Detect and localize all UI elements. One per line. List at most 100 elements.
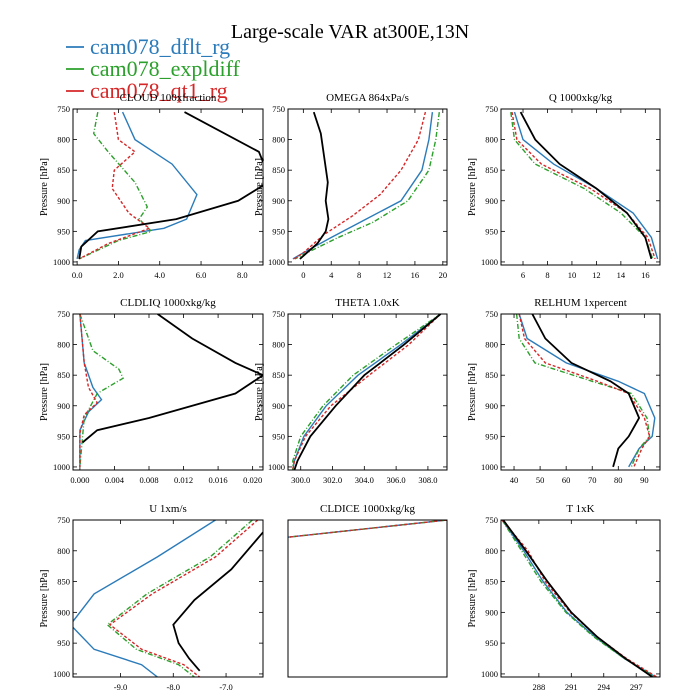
x-tick-label: 2.0 — [113, 270, 124, 280]
y-tick-label: 750 — [57, 104, 70, 114]
series-group — [79, 314, 263, 467]
series-group — [501, 520, 658, 677]
series-line — [501, 520, 657, 677]
y-tick-label: 950 — [57, 226, 70, 236]
legend: cam078_dflt_rgcam078_expldiffcam078_qt1_… — [66, 34, 241, 103]
x-tick-label: 0.012 — [174, 475, 193, 485]
panel-frame — [72, 108, 264, 266]
panel-title: Q 1000xkg/kg — [549, 92, 613, 104]
y-tick-label: 900 — [272, 401, 285, 411]
panel: RELHUM 1xpercent 750 800 850 900 950 1000 Press… — [467, 297, 661, 485]
panel-title: T 1xK — [566, 503, 594, 515]
panel-title: CLDLIQ 1000xkg/kg — [120, 297, 216, 309]
x-tick-label: 294 — [597, 682, 611, 692]
panel: CLDLIQ 1000xkg/kg 750 800 850 900 950 1000 Pres… — [39, 297, 264, 485]
obs-line — [299, 111, 330, 260]
series-group — [292, 314, 442, 470]
x-tick-label: -9.0 — [114, 682, 127, 692]
x-tick-label: 4.0 — [154, 270, 165, 280]
panels: CLOUD 100xfraction7508008509009501000Pre… — [39, 92, 661, 692]
series-line — [293, 111, 427, 260]
y-tick-label: 800 — [272, 135, 285, 145]
y-tick-label: 950 — [485, 638, 498, 648]
x-tick-label: 0.016 — [209, 475, 228, 485]
series-line — [108, 520, 259, 677]
x-tick-label: 40 — [510, 475, 519, 485]
y-tick-label: 800 — [57, 135, 70, 145]
x-tick-label: 302.0 — [323, 475, 342, 485]
x-tick-label: 308.0 — [418, 475, 437, 485]
panel-title: RELHUM 1xpercent — [534, 297, 627, 309]
legend-label: cam078_expldiff — [90, 56, 241, 81]
series-line — [79, 314, 125, 467]
y-tick-label: 750 — [57, 515, 70, 525]
series-line — [106, 520, 253, 677]
y-tick-label: 900 — [57, 607, 70, 617]
figure-title: Large-scale VAR at300E,13N — [231, 21, 469, 43]
x-tick-label: -8.0 — [167, 682, 180, 692]
obs-line — [172, 531, 263, 672]
legend-label: cam078_qt1_rg — [90, 78, 228, 103]
y-tick-label: 1000 — [268, 462, 285, 472]
series-line — [288, 520, 447, 538]
y-tick-label: 1000 — [268, 257, 285, 267]
x-tick-label: 12 — [383, 270, 392, 280]
y-tick-label: 750 — [272, 104, 285, 114]
y-axis-label: Pressure [hPa] — [39, 158, 50, 216]
y-tick-label: 750 — [485, 309, 498, 319]
panel-title: OMEGA 864xPa/s — [326, 92, 409, 104]
y-tick-label: 850 — [272, 370, 285, 380]
legend-label: cam078_dflt_rg — [90, 34, 230, 59]
y-tick-label: 850 — [57, 370, 70, 380]
y-tick-label: 900 — [272, 196, 285, 206]
panel: OMEGA 864xPa/s 750 800 850 900 950 1000 Pressur… — [254, 92, 448, 280]
y-tick-label: 850 — [57, 577, 70, 587]
x-tick-label: 60 — [562, 475, 571, 485]
x-tick-label: 90 — [640, 475, 649, 485]
x-tick-label: 300.0 — [291, 475, 310, 485]
y-tick-label: 900 — [485, 401, 498, 411]
series-line — [518, 314, 651, 468]
series-line — [294, 112, 440, 260]
panel-frame — [287, 519, 448, 678]
x-tick-label: 10 — [568, 270, 577, 280]
y-tick-label: 1000 — [481, 257, 498, 267]
series-line — [79, 314, 99, 467]
panel-frame — [72, 519, 264, 678]
x-tick-label: 0 — [301, 270, 305, 280]
y-tick-label: 800 — [485, 546, 498, 556]
y-tick-label: 800 — [57, 546, 70, 556]
panel: CLDICE 1000xkg/kg — [287, 503, 448, 678]
series-group — [76, 111, 263, 260]
x-tick-label: 0.020 — [243, 475, 262, 485]
series-line — [73, 520, 216, 677]
series-group — [73, 520, 263, 677]
series-line — [511, 111, 656, 260]
y-tick-label: 900 — [485, 607, 498, 617]
series-line — [78, 111, 153, 260]
y-tick-label: 750 — [272, 309, 285, 319]
y-tick-label: 950 — [57, 638, 70, 648]
y-tick-label: 800 — [485, 340, 498, 350]
series-line — [292, 314, 441, 470]
series-line — [78, 111, 151, 260]
x-tick-label: 4 — [329, 270, 334, 280]
y-tick-label: 800 — [57, 340, 70, 350]
x-tick-label: 6.0 — [196, 270, 207, 280]
x-tick-label: 306.0 — [387, 475, 406, 485]
series-line — [292, 112, 434, 260]
series-line — [515, 314, 651, 468]
x-tick-label: 12 — [592, 270, 601, 280]
panel: U 1xm/s 750 800 850 900 950 1000 Pressure [hPa]… — [39, 503, 264, 692]
panel-title: CLOUD 100xfraction — [120, 92, 217, 104]
x-tick-label: 6 — [521, 270, 525, 280]
series-line — [513, 111, 659, 260]
x-tick-label: 291 — [565, 682, 578, 692]
y-tick-label: 850 — [57, 165, 70, 175]
series-line — [501, 520, 658, 677]
panel-frame — [500, 108, 661, 266]
series-group — [510, 111, 659, 260]
y-tick-label: 750 — [485, 104, 498, 114]
x-tick-label: 80 — [614, 475, 623, 485]
y-tick-label: 950 — [272, 431, 285, 441]
